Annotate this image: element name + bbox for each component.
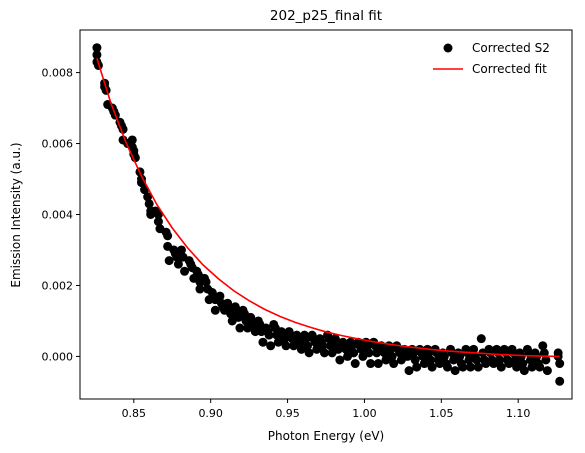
y-axis: 0.000 0.002 0.004 0.006 0.008 (42, 67, 80, 363)
data-point (143, 192, 153, 202)
x-axis-label: Photon Energy (eV) (268, 429, 384, 443)
data-point (496, 362, 506, 372)
x-tick-label: 0.90 (198, 407, 223, 420)
data-point (538, 341, 548, 351)
data-point (469, 344, 479, 354)
data-point (472, 355, 482, 365)
data-point (324, 334, 334, 344)
data-point (332, 337, 342, 347)
chart-title: 202_p25_final fit (270, 8, 382, 24)
data-point (427, 362, 437, 372)
data-point (266, 341, 276, 351)
data-point (303, 341, 313, 351)
data-point (542, 366, 552, 376)
data-point (153, 217, 163, 227)
data-point (466, 362, 476, 372)
y-tick-label: 0.000 (42, 350, 74, 363)
data-point (281, 341, 291, 351)
data-point (201, 277, 211, 287)
data-point (519, 366, 529, 376)
data-point (144, 199, 154, 209)
fit-line (96, 58, 560, 358)
data-point (258, 337, 268, 347)
data-point (127, 135, 137, 145)
data-point (410, 355, 420, 365)
data-point (163, 231, 173, 241)
data-point (304, 348, 314, 358)
data-point (404, 366, 414, 376)
data-point (130, 153, 140, 163)
data-point (250, 327, 260, 337)
data-point (458, 362, 468, 372)
data-point (195, 284, 205, 294)
data-point (164, 256, 174, 266)
y-axis-label: Emission Intensity (a.u.) (9, 142, 23, 287)
data-point (319, 348, 329, 358)
data-point (539, 348, 549, 358)
data-point (264, 330, 274, 340)
data-point (516, 351, 526, 361)
data-point (455, 351, 465, 361)
data-point (373, 359, 383, 369)
data-point (172, 252, 182, 262)
data-point (541, 355, 551, 365)
data-point (495, 355, 505, 365)
data-point (232, 305, 242, 315)
data-point (235, 323, 245, 333)
data-point (350, 359, 360, 369)
x-tick-label: 1.00 (352, 407, 377, 420)
y-tick-label: 0.004 (42, 209, 74, 222)
data-point (435, 359, 445, 369)
data-point (473, 362, 483, 372)
y-tick-label: 0.006 (42, 138, 74, 151)
data-point (153, 210, 163, 219)
data-point (412, 362, 422, 372)
data-point (555, 359, 565, 369)
data-point (535, 362, 545, 372)
x-tick-label: 1.05 (429, 407, 454, 420)
data-point (215, 291, 225, 301)
data-point (224, 302, 234, 312)
data-point (92, 50, 102, 60)
y-tick-label: 0.002 (42, 279, 74, 292)
legend-label-corrected-s2: Corrected S2 (472, 41, 550, 55)
x-tick-label: 0.95 (275, 407, 300, 420)
data-point (518, 359, 528, 369)
data-point (349, 348, 359, 358)
data-point (476, 334, 486, 344)
data-point (210, 305, 220, 315)
legend: Corrected S2 Corrected fit (433, 41, 550, 76)
data-point (92, 43, 102, 53)
data-point (318, 341, 328, 351)
data-point (439, 351, 449, 361)
data-point (387, 351, 397, 361)
data-point (426, 355, 436, 365)
x-tick-label: 1.10 (506, 407, 531, 420)
data-point (555, 376, 565, 386)
x-tick-label: 0.85 (122, 407, 147, 420)
legend-label-corrected-fit: Corrected fit (472, 62, 547, 76)
data-point (335, 355, 345, 365)
data-point (389, 359, 399, 369)
data-point (366, 359, 376, 369)
legend-marker-corrected-s2 (443, 43, 453, 53)
data-point (450, 366, 460, 376)
data-point (370, 341, 380, 351)
data-point (173, 259, 183, 269)
x-axis: 0.85 0.90 0.95 1.00 1.05 1.10 (122, 399, 531, 420)
data-point (176, 245, 186, 255)
data-point (364, 348, 374, 358)
plot-area (92, 43, 565, 386)
data-point (442, 362, 452, 372)
y-tick-label: 0.008 (42, 67, 74, 80)
data-point (180, 266, 190, 276)
